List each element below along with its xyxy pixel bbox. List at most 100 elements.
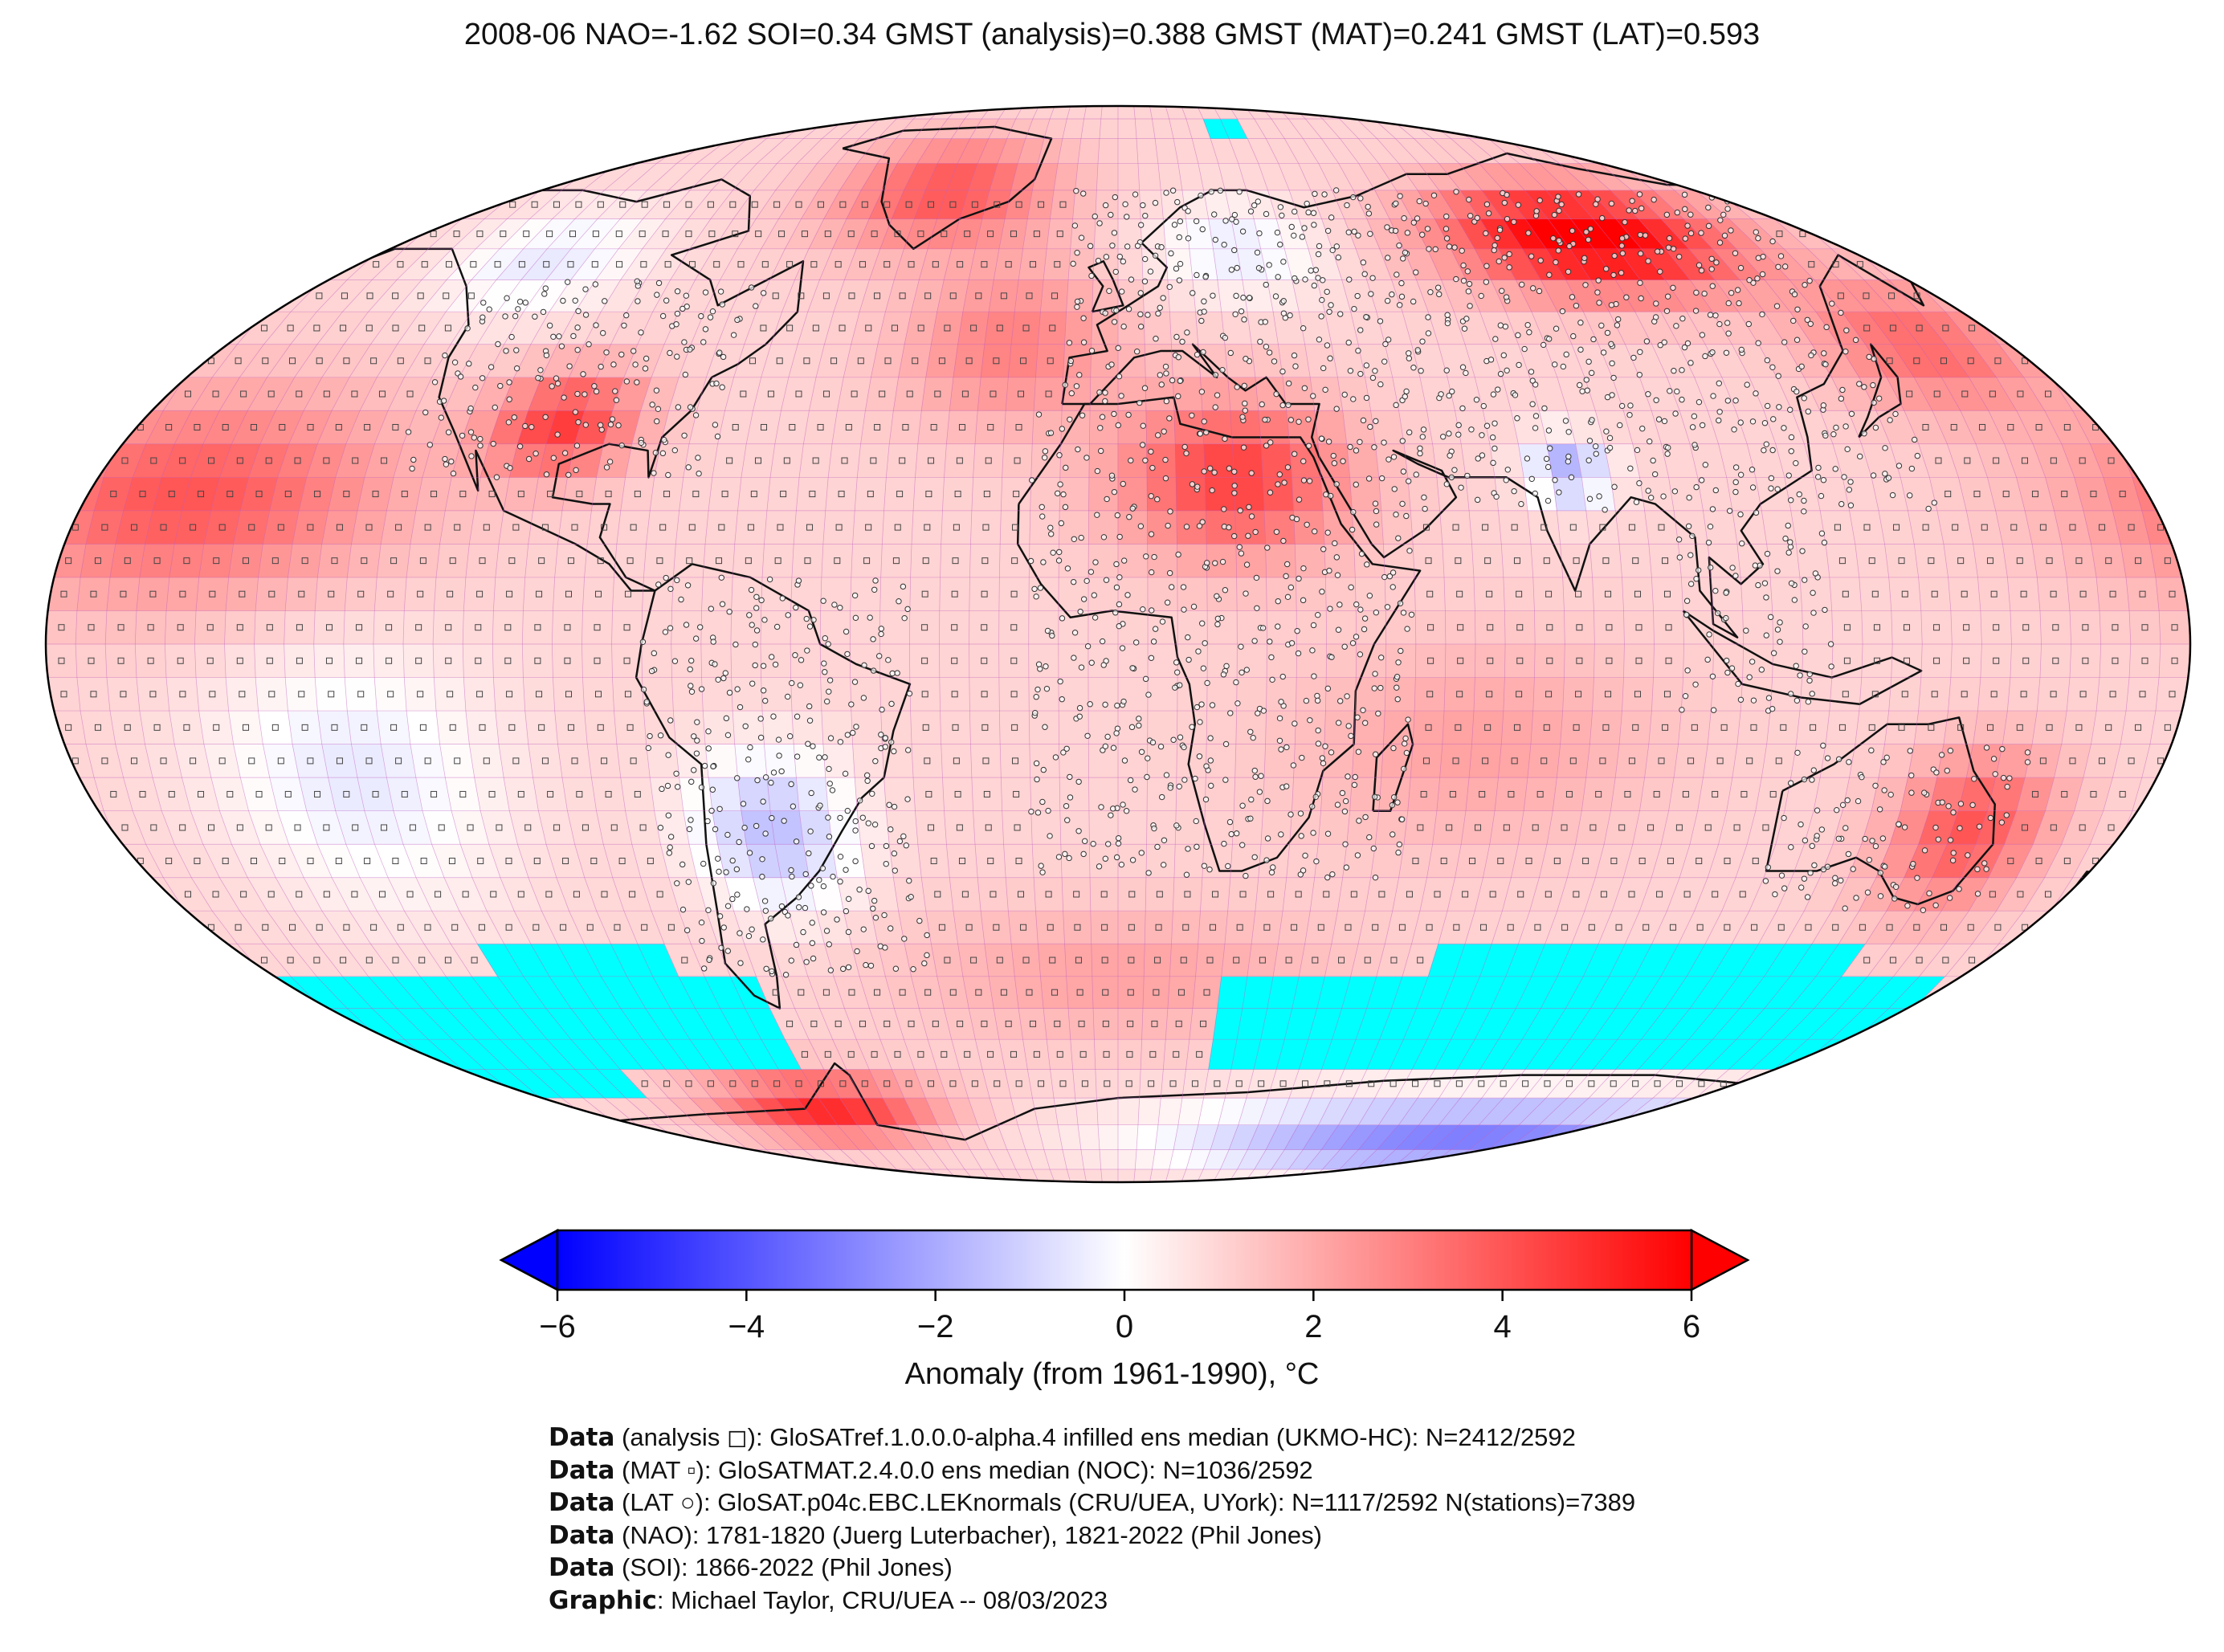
anomaly-cell — [1040, 279, 1069, 312]
station-marker — [1234, 700, 1241, 707]
station-marker — [888, 739, 895, 745]
station-marker — [405, 429, 412, 435]
anomaly-cell — [643, 544, 676, 578]
station-marker — [1276, 471, 1283, 478]
station-marker — [1781, 814, 1787, 822]
station-marker — [1422, 505, 1428, 512]
station-marker — [1750, 697, 1757, 704]
anomaly-cell — [1050, 1069, 1076, 1099]
station-marker — [860, 695, 867, 701]
anomaly-cell — [1145, 410, 1176, 445]
anomaly-cell — [1530, 106, 1579, 120]
station-marker — [1094, 467, 1101, 475]
station-marker — [1032, 709, 1039, 716]
analysis-marker — [1978, 1020, 1985, 1027]
station-marker — [1196, 753, 1203, 760]
station-marker — [1914, 875, 1920, 881]
anomaly-cell — [109, 710, 145, 744]
anomaly-cell — [1738, 162, 1804, 191]
anomaly-cell — [376, 710, 411, 744]
anomaly-cell — [1066, 976, 1094, 1009]
anomaly-cell — [1672, 1169, 1732, 1182]
anomaly-cell — [373, 643, 405, 678]
anomaly-cell — [2039, 643, 2071, 678]
anomaly-cell — [1117, 976, 1145, 1009]
station-marker — [1151, 553, 1157, 561]
station-marker — [747, 744, 753, 751]
station-marker — [1108, 812, 1114, 818]
station-marker — [634, 379, 640, 385]
anomaly-cell — [1100, 106, 1119, 120]
station-marker — [1262, 416, 1268, 423]
anomaly-cell — [1436, 476, 1470, 512]
anomaly-cell — [1251, 910, 1283, 944]
station-marker — [506, 396, 512, 402]
station-marker — [443, 461, 450, 467]
station-marker — [797, 682, 804, 688]
anomaly-cell — [920, 877, 954, 912]
station-marker — [1686, 494, 1692, 501]
station-marker — [806, 850, 812, 857]
anomaly-cell — [1415, 610, 1447, 645]
anomaly-cell — [692, 106, 738, 120]
anomaly-cell — [1144, 910, 1173, 944]
anomaly-cell — [370, 1069, 435, 1099]
station-marker — [1280, 537, 1287, 545]
station-marker — [1239, 414, 1246, 420]
station-marker — [1822, 432, 1829, 439]
station-marker — [806, 703, 813, 710]
station-marker — [705, 907, 712, 914]
anomaly-cell — [1973, 544, 2008, 578]
anomaly-cell — [317, 544, 352, 578]
anomaly-cell — [1117, 138, 1139, 164]
anomaly-cell — [1697, 1149, 1766, 1170]
anomaly-cell — [493, 577, 526, 611]
station-marker — [790, 803, 797, 810]
anomaly-cell — [1918, 577, 1952, 611]
station-marker — [852, 818, 859, 825]
station-marker — [849, 729, 856, 736]
anomaly-cell — [1498, 106, 1545, 120]
station-marker — [732, 641, 739, 648]
station-marker — [734, 686, 741, 692]
station-marker — [1161, 428, 1167, 434]
anomaly-cell — [2007, 577, 2041, 611]
station-marker — [734, 775, 741, 781]
anomaly-cell — [1926, 1008, 1989, 1040]
station-marker — [1063, 745, 1070, 752]
station-marker — [802, 904, 809, 912]
station-marker — [1990, 756, 1998, 762]
anomaly-cell — [1728, 138, 1800, 164]
station-marker — [1226, 465, 1233, 471]
anomaly-cell — [1339, 106, 1375, 120]
anomaly-cell — [2069, 610, 2102, 645]
anomaly-cell — [939, 643, 970, 678]
station-marker — [1834, 806, 1840, 814]
anomaly-cell — [793, 1169, 834, 1182]
station-marker — [768, 916, 774, 922]
anomaly-cell — [1672, 106, 1732, 120]
station-marker — [845, 895, 852, 903]
station-marker — [697, 624, 704, 630]
station-marker — [852, 614, 859, 622]
anomaly-cell — [910, 544, 942, 578]
station-marker — [1207, 735, 1214, 741]
anomaly-cell — [708, 476, 742, 512]
anomaly-cell — [1825, 710, 1860, 744]
anomaly-cell — [1445, 643, 1476, 678]
station-marker — [652, 449, 659, 456]
anomaly-cell — [1096, 1097, 1119, 1126]
anomaly-cell — [1884, 544, 1919, 578]
station-marker — [1198, 389, 1206, 395]
station-marker — [1479, 432, 1485, 438]
station-marker — [1226, 524, 1232, 531]
anomaly-cell — [343, 643, 375, 678]
station-marker — [843, 867, 849, 873]
station-marker — [1127, 777, 1134, 784]
station-marker — [787, 733, 794, 740]
analysis-marker — [275, 1020, 283, 1027]
station-marker — [1373, 418, 1379, 425]
station-marker — [1113, 561, 1120, 568]
station-marker — [1373, 508, 1380, 515]
station-marker — [1743, 627, 1749, 634]
